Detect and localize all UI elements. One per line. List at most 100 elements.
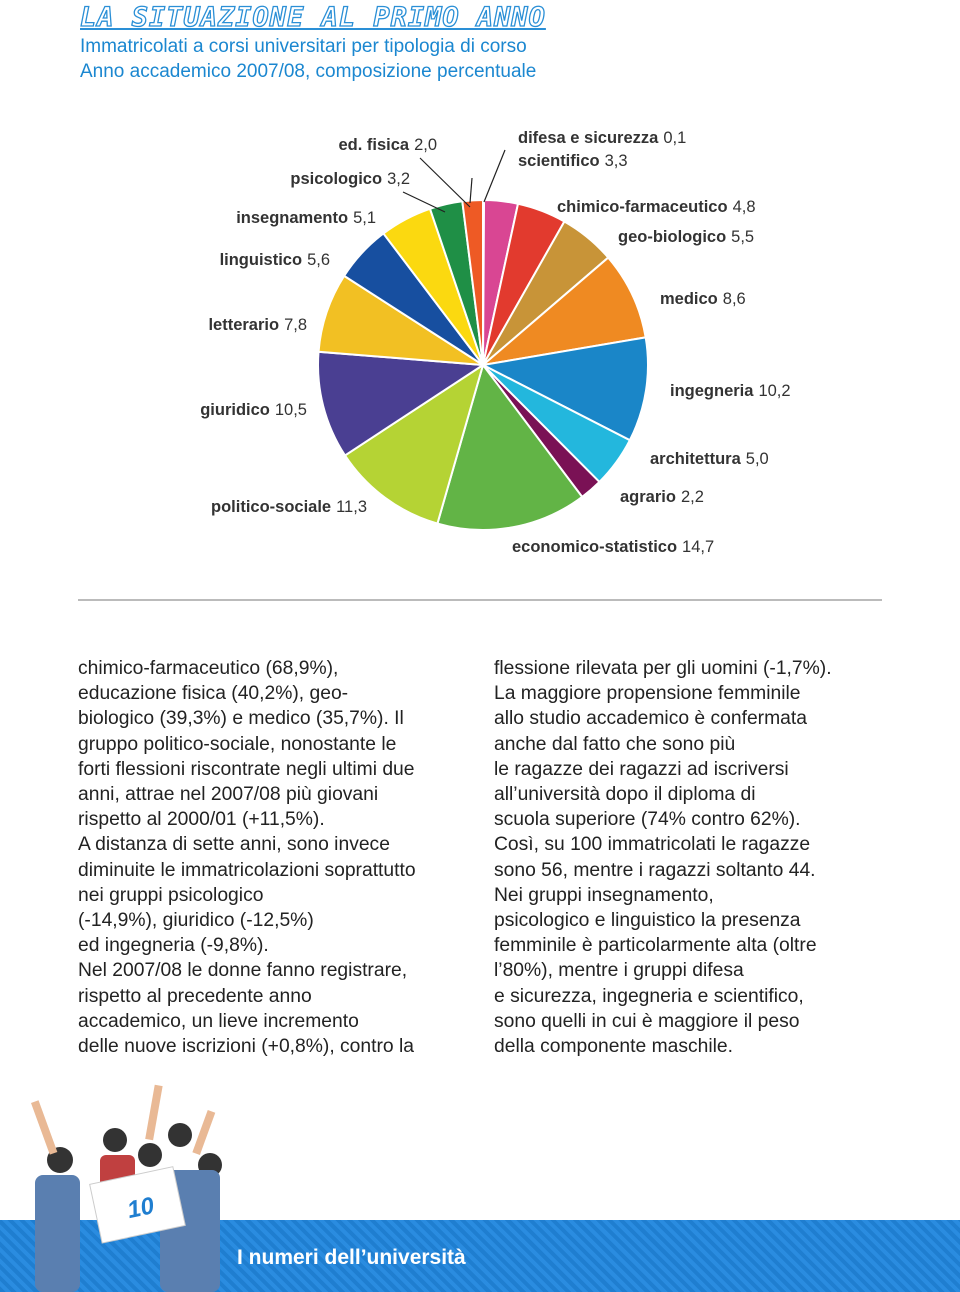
text-line: chimico-farmaceutico (68,9%), [78, 658, 339, 679]
photo: 10 [31, 1084, 222, 1292]
slice-name: medico [660, 290, 718, 308]
leader-line [402, 191, 446, 213]
slice-value: 10,5 [275, 401, 307, 419]
slice-name: ed. fisica [338, 136, 409, 154]
slice-label: scientifico 3,3 [518, 152, 628, 170]
slice-name: scientifico [518, 152, 600, 170]
text-line: psicologico e linguistico la presenza [494, 910, 801, 932]
text-line: A distanza di sette anni, sono invece [78, 834, 390, 856]
slice-value: 2,2 [681, 488, 704, 506]
pie-slice [436, 362, 584, 531]
text-line: forti flessioni riscontrate negli ultimi… [78, 758, 415, 780]
slice-name: psicologico [290, 170, 382, 188]
slice-value: 0,1 [663, 129, 686, 147]
text-line: La maggiore propensione femminile [494, 683, 801, 705]
slice-value: 5,6 [307, 251, 330, 269]
slice-name: politico-sociale [211, 498, 331, 516]
slice-name: geo-biologico [618, 228, 726, 246]
text-line: allo studio accademico è confermata [494, 708, 807, 730]
text-line: accademico, un lieve incremento [78, 1010, 359, 1032]
slice-label: ingegneria 10,2 [670, 382, 791, 400]
text-line: diminuite le immatricolazioni soprattutt… [78, 859, 416, 881]
text-line: gruppo politico-sociale, nonostante le [78, 733, 397, 755]
text-line: Nel 2007/08 le donne fanno registrare, [78, 960, 408, 982]
slice-value: 14,7 [682, 538, 714, 556]
title: LA SITUAZIONE AL PRIMO ANNO [79, 1, 546, 33]
slice-name: architettura [650, 450, 742, 468]
text-line: scuola superiore (74% contro 62%). [494, 809, 801, 831]
text-line: delle nuove iscrizioni (+0,8%), contro l… [78, 1036, 414, 1058]
pie-slice [317, 350, 486, 457]
slice-label: politico-sociale 11,3 [211, 498, 367, 516]
leader-line [469, 177, 473, 204]
text-line: educazione fisica (40,2%), geo- [78, 683, 349, 705]
slice-value: 5,5 [731, 228, 754, 246]
slice-label: linguistico 5,6 [220, 251, 330, 269]
text-line: le ragazze dei ragazzi ad iscriversi [494, 758, 789, 780]
slice-value: 3,3 [605, 152, 628, 170]
pie-slice [343, 362, 485, 525]
text-line: sono quelli in cui è maggiore il peso [494, 1010, 800, 1032]
text-line: biologico (39,3%) e medico (35,7%). Il [78, 708, 404, 730]
slice-label: architettura 5,0 [650, 450, 769, 468]
slice-value: 3,2 [387, 170, 410, 188]
slice-value: 7,8 [284, 316, 307, 334]
leader-line [419, 157, 471, 208]
text-line: nei gruppi psicologico [78, 884, 264, 906]
slice-name: economico-statistico [512, 538, 677, 556]
text-line: flessione rilevata per gli uomini (-1,7%… [494, 658, 832, 679]
slice-label: ed. fisica 2,0 [338, 136, 437, 154]
text-line: e sicurezza, ingegneria e scientifico, [494, 985, 804, 1007]
card [89, 1166, 186, 1244]
slice-value: 4,8 [733, 198, 756, 216]
chart: difesa e sicurezza 0,1 scientifico 3,3 chimi… [200, 129, 791, 556]
slice-value: 5,0 [746, 450, 769, 468]
slice-value: 11,3 [336, 498, 367, 516]
slice-label: agrario 2,2 [620, 488, 704, 506]
slice-label: letterario 7,8 [208, 316, 307, 334]
slice-name: chimico-farmaceutico [557, 198, 728, 216]
text-line: anche dal fatto che sono più [494, 733, 736, 755]
slice-name: difesa e sicurezza [518, 129, 659, 147]
slice-label: chimico-farmaceutico 4,8 [557, 198, 756, 216]
leader-line [483, 149, 506, 203]
slice-value: 2,0 [414, 136, 437, 154]
slice-label: insegnamento 5,1 [236, 209, 376, 227]
text-line: sono 56, mentre i ragazzi soltanto 44. [494, 859, 816, 881]
divider [78, 599, 882, 601]
text-line: anni, attrae nel 2007/08 più giovani [78, 784, 379, 806]
slice-label: difesa e sicurezza 0,1 [518, 129, 686, 147]
slice-label: geo-biologico 5,5 [618, 228, 754, 246]
text-line: ed ingegneria (-9,8%). [78, 935, 269, 957]
slice-value: 10,2 [758, 382, 790, 400]
slice-value: 8,6 [723, 290, 746, 308]
slice-value: 5,1 [353, 209, 376, 227]
slice-label: medico 8,6 [660, 290, 746, 308]
text-line: (-14,9%), giuridico (-12,5%) [78, 910, 314, 932]
slice-label: psicologico 3,2 [290, 170, 410, 188]
subtitle: Immatricolati a corsi universitari per t… [80, 36, 527, 57]
text-line: rispetto al precedente anno [78, 985, 312, 1007]
slice-label: economico-statistico 14,7 [512, 538, 714, 556]
slice-name: linguistico [220, 251, 303, 269]
slice-name: insegnamento [236, 209, 348, 227]
text-line: della componente maschile. [494, 1036, 734, 1058]
text-line: all’università dopo il diploma di [494, 784, 756, 806]
pie-slice [479, 336, 649, 442]
text-line: femminile è particolarmente alta (oltre [494, 935, 817, 957]
slice-label: giuridico 10,5 [200, 401, 307, 419]
slice-name: agrario [620, 488, 676, 506]
slice-name: ingegneria [670, 382, 754, 400]
pie-slice [479, 256, 647, 367]
text-line: l’80%), mentre i gruppi difesa [494, 960, 744, 982]
page-number: 10 [125, 1192, 157, 1224]
text-line: Così, su 100 immatricolati le ragazze [494, 834, 811, 856]
left-column: chimico-farmaceutico (68,9%), educazione … [78, 656, 416, 1059]
section-title: I numeri dell’università [237, 1246, 466, 1269]
right-column: flessione rilevata per gli uomini (-1,7%… [494, 656, 832, 1059]
subtitle: Anno accademico 2007/08, composizione pe… [80, 61, 537, 82]
slice-name: letterario [208, 316, 279, 334]
slice-name: giuridico [200, 401, 270, 419]
pie-slice [461, 198, 484, 366]
